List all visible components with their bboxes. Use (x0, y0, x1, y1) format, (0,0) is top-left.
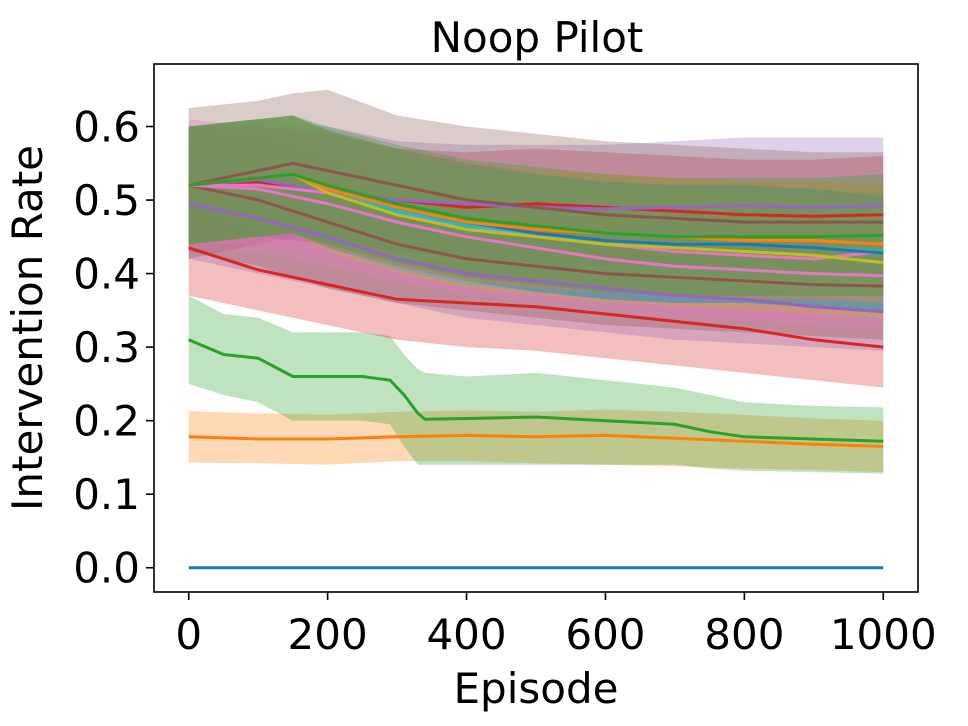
plot-frame (153, 63, 919, 593)
series-3-line (188, 246, 884, 349)
series-15-line (188, 172, 884, 239)
series-9-band (188, 119, 884, 329)
y-axis-ticks: 0.0 0.1 0.2 0.3 0.4 0.5 0.6 (73, 103, 154, 593)
series-13-band (188, 115, 884, 311)
y-tick-label: 0.6 (73, 103, 140, 152)
series-10-band (188, 126, 884, 318)
x-tick-label: 800 (704, 610, 784, 659)
series-2-line (188, 338, 884, 443)
x-tick-label: 200 (288, 610, 368, 659)
x-tick-label: 0 (175, 610, 202, 659)
x-tick-label: 400 (426, 610, 506, 659)
y-tick-label: 0.1 (73, 470, 140, 519)
y-tick-label: 0.4 (73, 250, 140, 299)
chart-title: Noop Pilot (431, 13, 644, 62)
series-1-line (188, 433, 884, 448)
y-tick-label: 0.0 (73, 544, 140, 593)
confidence-bands (188, 89, 884, 474)
series-12-band (188, 115, 884, 311)
series-3-band (188, 200, 884, 388)
series-1-band (188, 409, 884, 473)
x-axis-label: Episode (454, 664, 619, 713)
series-7-line (188, 161, 884, 224)
series-5-band (188, 148, 884, 351)
series-9-line (188, 183, 884, 278)
y-tick-label: 0.5 (73, 176, 140, 225)
y-tick-label: 0.2 (73, 397, 140, 446)
y-tick-label: 0.3 (73, 323, 140, 372)
series-8-line (188, 183, 884, 288)
series-6-band (188, 119, 884, 267)
series-5-line (188, 202, 884, 314)
x-tick-label: 600 (565, 610, 645, 659)
y-axis-label: Intervention Rate (3, 145, 52, 511)
x-tick-label: 1000 (830, 610, 937, 659)
series-lines (188, 161, 884, 570)
series-2-band (188, 295, 884, 474)
series-14-band (188, 115, 884, 303)
x-axis-ticks: 0 200 400 600 800 1000 (175, 592, 937, 659)
